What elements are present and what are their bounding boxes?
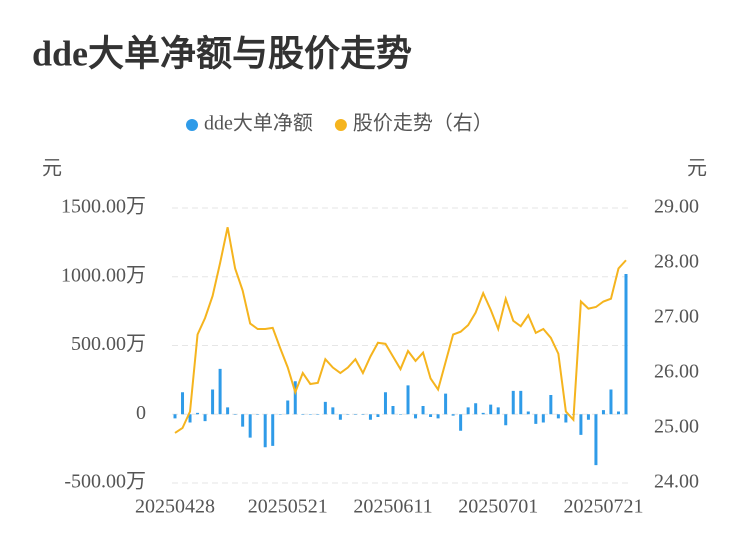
bar xyxy=(368,414,372,420)
bar xyxy=(323,401,327,415)
bar xyxy=(564,414,568,423)
y-tick-label: 1000.00万 xyxy=(61,264,146,286)
y-tick-label: 500.00万 xyxy=(71,333,146,355)
y2-unit: 元 xyxy=(687,158,707,180)
bar xyxy=(346,414,350,415)
bar xyxy=(556,414,560,419)
bar xyxy=(233,414,237,415)
bar xyxy=(429,414,433,417)
price-line xyxy=(174,227,627,434)
legend-label: 股价走势（右） xyxy=(353,112,493,135)
legend-label: dde大单净额 xyxy=(204,112,313,135)
y-tick-label: 0 xyxy=(136,402,146,424)
y2-tick-label: 26.00 xyxy=(654,361,699,383)
bar xyxy=(338,414,342,420)
bar xyxy=(293,381,297,415)
y-unit: 元 xyxy=(42,158,62,180)
x-tick-label: 20250428 xyxy=(135,496,215,518)
bar xyxy=(399,414,402,415)
x-tick-label: 20250611 xyxy=(353,496,432,518)
y-tick-label: 1500.00万 xyxy=(61,196,146,218)
bar xyxy=(383,392,387,415)
bar xyxy=(511,390,515,415)
chart-title: dde大单净额与股价走势 xyxy=(32,33,412,73)
bar xyxy=(353,414,357,415)
bar xyxy=(474,403,478,415)
bar xyxy=(331,407,335,415)
bar xyxy=(504,414,508,426)
bar xyxy=(414,414,418,419)
bar xyxy=(594,414,598,466)
bar xyxy=(361,414,365,415)
bar xyxy=(451,414,455,416)
x-tick-label: 20250721 xyxy=(563,496,643,518)
bar xyxy=(549,395,553,415)
bar xyxy=(496,407,500,415)
bar xyxy=(173,414,177,419)
bar xyxy=(376,414,380,417)
bar xyxy=(241,414,245,427)
y2-tick-label: 27.00 xyxy=(654,306,699,328)
y2-tick-label: 29.00 xyxy=(654,196,699,218)
bar xyxy=(459,414,463,431)
y2-tick-label: 25.00 xyxy=(654,416,699,438)
bar xyxy=(519,390,523,415)
bar xyxy=(436,414,440,419)
bar xyxy=(181,392,185,415)
bar xyxy=(601,410,605,415)
bar xyxy=(211,389,215,415)
bar xyxy=(308,414,312,415)
bar xyxy=(203,414,207,422)
bar xyxy=(248,414,252,438)
y2-tick-label: 28.00 xyxy=(654,251,699,273)
bar xyxy=(278,414,282,415)
bar xyxy=(256,414,260,415)
bar xyxy=(196,412,200,415)
bar xyxy=(406,385,410,415)
y2-tick-label: 24.00 xyxy=(654,471,699,493)
bar xyxy=(466,407,470,415)
x-tick-label: 20250701 xyxy=(458,496,538,518)
bar xyxy=(301,414,305,415)
bar xyxy=(481,412,485,415)
bar xyxy=(489,404,493,415)
bar xyxy=(316,414,320,415)
bar xyxy=(226,407,230,415)
bar xyxy=(534,414,538,424)
bar xyxy=(526,411,530,415)
y-tick-label: -500.00万 xyxy=(64,471,146,493)
bar xyxy=(579,414,583,435)
bar xyxy=(218,368,222,415)
bar xyxy=(188,414,192,423)
bar xyxy=(624,274,628,415)
bar xyxy=(586,414,590,420)
bar xyxy=(271,414,275,446)
bar xyxy=(286,400,290,415)
bar xyxy=(391,406,395,415)
bar xyxy=(609,389,613,415)
bar xyxy=(421,406,425,415)
x-tick-label: 20250521 xyxy=(248,496,328,518)
bar xyxy=(541,414,545,423)
bar xyxy=(444,393,448,415)
bar xyxy=(263,414,267,448)
legend-marker xyxy=(186,119,198,131)
bar xyxy=(616,411,620,415)
legend-marker xyxy=(334,119,347,131)
